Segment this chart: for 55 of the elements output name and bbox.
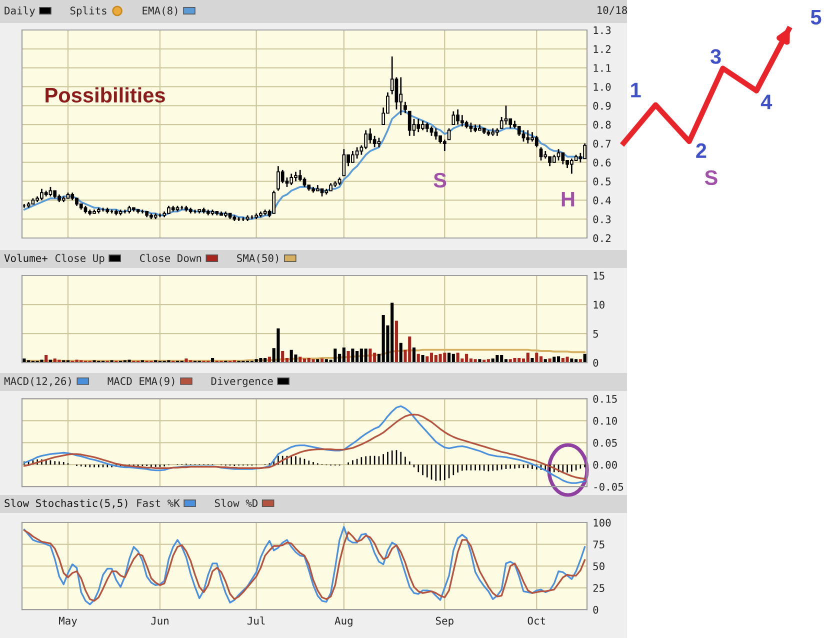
annotation: 1 [631,82,641,98]
annotation: 3 [710,49,721,64]
y-tick-label: 0.4 [593,196,611,204]
y-tick-label: 1.1 [594,64,611,72]
y-tick-label: 0.6 [593,158,611,166]
y-tick-label: 50 [593,562,604,570]
y-tick-label: -0.05 [594,482,624,491]
chart-title: Slow Stochastic(5,5) [4,498,128,508]
annotation: 2 [696,143,706,158]
y-tick-label: 1.2 [594,45,610,53]
y-tick-label: 0 [593,606,598,614]
y-tick-label: 0.9 [593,102,611,110]
annotation: H [562,192,574,206]
legend-label: Close Down [140,254,202,262]
y-tick-label: 75 [593,540,604,548]
x-tick-label: Sep [436,616,454,627]
y-tick-label: 1.3 [594,26,611,34]
annotation: 4 [760,94,772,110]
legend-label: Divergence [211,376,273,388]
y-tick-label: 0.10 [593,416,617,425]
legend-label: Daily [4,6,35,17]
legend-label: Close Up [55,254,104,264]
legend-label: Fast %K [137,499,180,508]
y-tick-label: 0.8 [593,120,611,129]
y-tick-label: 0.7 [593,140,611,148]
x-tick-label: Jun [151,616,168,625]
x-tick-label: Oct [528,616,546,625]
x-tick-label: May [59,616,77,627]
legend-label: MACD EMA(9) [108,376,174,386]
legend-label: Slow %D [214,498,258,508]
y-tick-label: 5 [593,330,598,338]
annotation: Possibilities [46,87,165,103]
y-tick-label: 0.15 [593,394,617,403]
y-tick-label: 0.3 [593,215,611,224]
text: Splits [70,6,106,17]
legend-label: MACD(12,26) [4,376,71,386]
y-tick-label: 0.5 [593,178,611,186]
text: S [704,170,718,186]
y-tick-label: 0.05 [593,438,617,447]
text: 5 [810,10,822,25]
y-tick-label: 15 [594,272,604,280]
y-tick-label: 10 [594,300,604,309]
x-tick-label: Aug [334,616,352,627]
y-tick-label: 100 [594,518,611,527]
y-tick-label: 25 [593,584,604,592]
x-tick-label: Jul [247,616,265,625]
y-tick-label: 0 [593,358,598,367]
annotation: S [434,172,446,188]
text: 10/18 [598,6,628,15]
y-tick-label: 0.2 [593,234,610,242]
y-tick-label: 1.0 [594,82,611,91]
legend-label: EMA(8) [142,6,178,16]
legend-label: SMA(50) [237,254,278,264]
y-tick-label: 0.00 [593,460,617,469]
chart-title: Volume+ [4,254,48,262]
